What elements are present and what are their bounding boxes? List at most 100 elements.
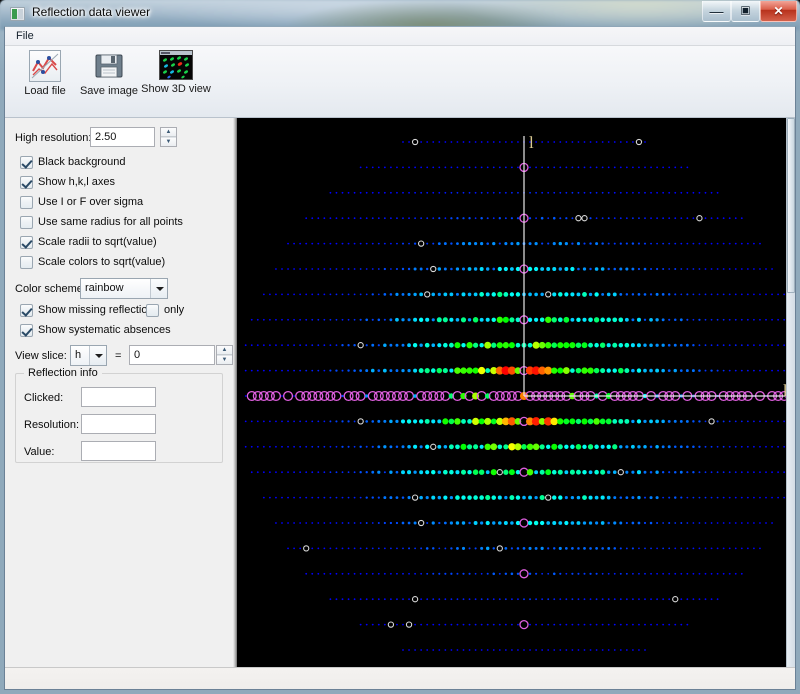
reflection-point[interactable]	[606, 343, 611, 348]
reflection-point[interactable]	[473, 292, 478, 297]
reflection-point[interactable]	[467, 318, 472, 322]
reflection-point[interactable]	[335, 471, 338, 474]
reflection-point[interactable]	[531, 417, 541, 426]
reflection-point[interactable]	[462, 572, 465, 575]
reflection-point[interactable]	[533, 266, 539, 272]
reflection-point[interactable]	[644, 166, 646, 169]
chevron-down-icon[interactable]	[89, 346, 106, 365]
reflection-point[interactable]	[401, 368, 405, 373]
reflection-point[interactable]	[353, 343, 356, 347]
reflection-point[interactable]	[547, 572, 550, 575]
reflection-point[interactable]	[269, 293, 271, 296]
reflection-point[interactable]	[456, 649, 459, 651]
reflection-point[interactable]	[395, 496, 399, 499]
value-field[interactable]	[81, 441, 156, 461]
reflection-point[interactable]	[498, 166, 501, 169]
reflection-point[interactable]	[662, 496, 665, 499]
reflection-point[interactable]	[365, 598, 368, 601]
reflection-point[interactable]	[480, 623, 483, 626]
reflection-point[interactable]	[377, 419, 381, 423]
reflection-point[interactable]	[311, 522, 314, 524]
reflection-point[interactable]	[563, 418, 570, 425]
reflection-point[interactable]	[753, 471, 755, 474]
reflection-point[interactable]	[601, 292, 605, 296]
reflection-point[interactable]	[686, 598, 689, 601]
reflection-point[interactable]	[468, 217, 471, 220]
reflection-point[interactable]	[601, 191, 604, 194]
missing-reflection[interactable]	[373, 390, 384, 402]
reflection-point[interactable]	[377, 318, 381, 322]
reflection-point[interactable]	[777, 471, 779, 474]
reflection-point[interactable]	[371, 470, 375, 474]
reflection-point[interactable]	[526, 443, 534, 451]
reflection-point[interactable]	[473, 495, 478, 500]
systematic-absence[interactable]	[357, 342, 364, 349]
reflection-point[interactable]	[595, 217, 598, 220]
reflection-point[interactable]	[472, 367, 479, 374]
reflection-point[interactable]	[662, 217, 665, 220]
reflection-point[interactable]	[531, 366, 541, 375]
reflection-point[interactable]	[607, 649, 610, 651]
reflection-point[interactable]	[577, 572, 580, 575]
reflection-point[interactable]	[413, 368, 418, 373]
reflection-point[interactable]	[547, 217, 550, 220]
reflection-point[interactable]	[765, 344, 767, 347]
reflection-point[interactable]	[480, 191, 483, 194]
reflection-point[interactable]	[377, 191, 380, 194]
reflection-point[interactable]	[438, 623, 441, 626]
reflection-point[interactable]	[539, 444, 545, 450]
reflection-point[interactable]	[716, 318, 719, 321]
reflection-point[interactable]	[527, 266, 533, 272]
reflection-point[interactable]	[631, 547, 634, 550]
checkbox-show-missing-reflections[interactable]	[20, 304, 33, 317]
reflection-point[interactable]	[710, 242, 713, 245]
reflection-point[interactable]	[552, 521, 557, 525]
reflection-point[interactable]	[547, 547, 550, 550]
reflection-point[interactable]	[383, 572, 386, 575]
reflection-point[interactable]	[395, 419, 399, 424]
checkbox-missing-only[interactable]	[146, 304, 159, 317]
reflection-point[interactable]	[514, 418, 522, 425]
reflection-point[interactable]	[679, 445, 683, 449]
reflection-point[interactable]	[534, 292, 538, 297]
reflection-point[interactable]	[402, 649, 404, 651]
reflection-point[interactable]	[686, 496, 689, 499]
reflection-point[interactable]	[461, 342, 466, 348]
reflection-point[interactable]	[728, 522, 731, 524]
reflection-point[interactable]	[607, 546, 611, 550]
reflection-point[interactable]	[662, 268, 665, 270]
reflection-point[interactable]	[323, 420, 326, 423]
missing-reflection[interactable]	[343, 390, 354, 402]
reflection-point[interactable]	[559, 649, 562, 651]
reflection-point[interactable]	[462, 191, 465, 194]
reflection-point[interactable]	[472, 417, 480, 425]
reflection-point[interactable]	[587, 418, 594, 425]
reflection-point[interactable]	[643, 419, 647, 424]
reflection-point[interactable]	[589, 242, 592, 245]
reflection-point[interactable]	[759, 547, 761, 550]
reflection-point[interactable]	[401, 267, 405, 271]
reflection-point[interactable]	[692, 496, 695, 499]
reflection-point[interactable]	[668, 572, 671, 575]
reflection-point[interactable]	[396, 598, 398, 601]
reflection-point[interactable]	[680, 191, 683, 194]
reflection-point[interactable]	[583, 649, 586, 651]
reflection-point[interactable]	[740, 420, 743, 423]
reflection-point[interactable]	[595, 521, 599, 525]
reflection-point[interactable]	[504, 547, 508, 550]
reflection-point[interactable]	[293, 522, 295, 524]
reflection-point[interactable]	[692, 242, 695, 245]
reflection-point[interactable]	[503, 292, 509, 297]
reflection-point[interactable]	[401, 496, 405, 499]
reflection-point[interactable]	[655, 445, 659, 449]
reflection-point[interactable]	[341, 293, 344, 296]
reflection-point[interactable]	[413, 267, 417, 271]
reflection-point[interactable]	[650, 547, 652, 550]
reflection-point[interactable]	[383, 217, 386, 220]
reflection-point[interactable]	[587, 444, 594, 450]
reflection-point[interactable]	[564, 267, 569, 271]
reflection-point[interactable]	[704, 496, 707, 499]
reflection-point[interactable]	[390, 572, 392, 575]
reflection-point[interactable]	[728, 293, 731, 296]
reflection-point[interactable]	[673, 419, 677, 423]
